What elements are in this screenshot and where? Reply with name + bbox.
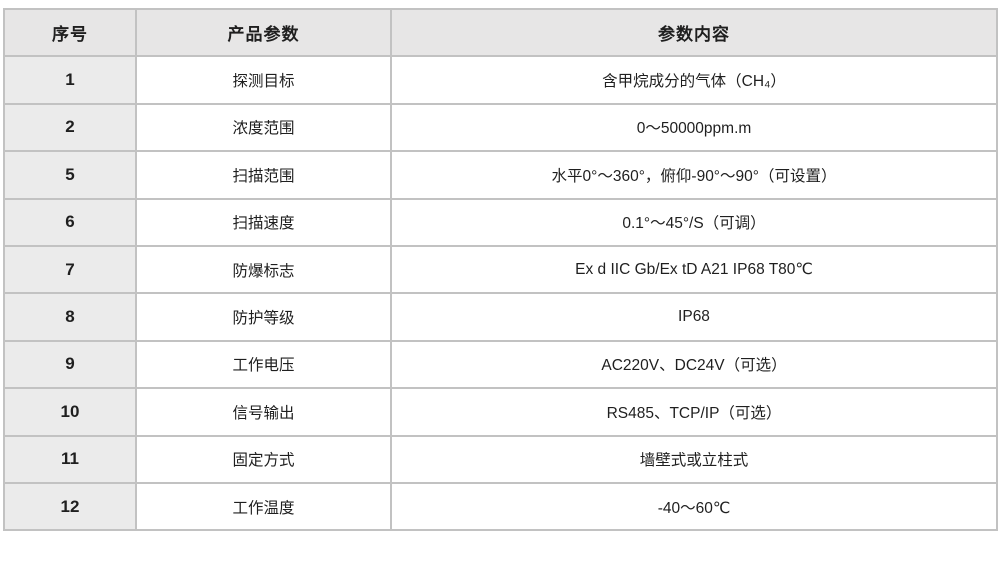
header-cell-index: 序号 (3, 7, 137, 58)
header-cell-param: 产品参数 (135, 7, 392, 58)
row-number-cell: 7 (3, 244, 137, 295)
row-number-cell: 11 (3, 434, 137, 484)
param-value-cell: RS485、TCP/IP（可选） (390, 387, 998, 437)
row-number-cell: 1 (3, 55, 137, 105)
table-row: 6 扫描速度 0.1°～45°/S（可调） (3, 197, 998, 247)
table-row: 7 防爆标志 Ex d IIC Gb/Ex tD A21 IP68 T80℃ (3, 244, 998, 295)
param-value-cell: 0～50000ppm.m (390, 102, 998, 153)
param-name-cell: 扫描速度 (135, 197, 392, 247)
param-value-cell: 水平0°～360°，俯仰-90°～90°（可设置） (390, 150, 998, 200)
param-name-cell: 工作电压 (135, 339, 392, 390)
param-name-cell: 防爆标志 (135, 244, 392, 295)
table-row: 8 防护等级 IP68 (3, 292, 998, 342)
param-name-cell: 工作温度 (135, 481, 392, 532)
row-number-cell: 2 (3, 102, 137, 153)
param-value-cell: 含甲烷成分的气体（CH₄） (390, 55, 998, 105)
param-name-cell: 浓度范围 (135, 102, 392, 153)
param-value-cell: IP68 (390, 292, 998, 342)
table-row: 1 探测目标 含甲烷成分的气体（CH₄） (3, 55, 998, 105)
header-cell-value: 参数内容 (390, 7, 998, 58)
table-row: 11 固定方式 墙壁式或立柱式 (3, 434, 998, 484)
param-value-cell: 0.1°～45°/S（可调） (390, 197, 998, 247)
row-number-cell: 10 (3, 387, 137, 437)
param-name-cell: 防护等级 (135, 292, 392, 342)
row-number-cell: 8 (3, 292, 137, 342)
param-value-cell: AC220V、DC24V（可选） (390, 339, 998, 390)
param-value-cell: Ex d IIC Gb/Ex tD A21 IP68 T80℃ (390, 244, 998, 295)
row-number-cell: 12 (3, 481, 137, 532)
param-name-cell: 信号输出 (135, 387, 392, 437)
table-row: 9 工作电压 AC220V、DC24V（可选） (3, 339, 998, 390)
table-row: 5 扫描范围 水平0°～360°，俯仰-90°～90°（可设置） (3, 150, 998, 200)
table-row: 2 浓度范围 0～50000ppm.m (3, 102, 998, 153)
product-spec-table: 序号 产品参数 参数内容 1 探测目标 含甲烷成分的气体（CH₄） 2 浓度范围… (3, 7, 998, 532)
param-value-cell: -40～60℃ (390, 481, 998, 532)
row-number-cell: 5 (3, 150, 137, 200)
param-name-cell: 探测目标 (135, 55, 392, 105)
table-header-row: 序号 产品参数 参数内容 (3, 7, 998, 58)
table-row: 12 工作温度 -40～60℃ (3, 481, 998, 532)
row-number-cell: 9 (3, 339, 137, 390)
param-name-cell: 固定方式 (135, 434, 392, 484)
table-row: 10 信号输出 RS485、TCP/IP（可选） (3, 387, 998, 437)
row-number-cell: 6 (3, 197, 137, 247)
param-value-cell: 墙壁式或立柱式 (390, 434, 998, 484)
param-name-cell: 扫描范围 (135, 150, 392, 200)
